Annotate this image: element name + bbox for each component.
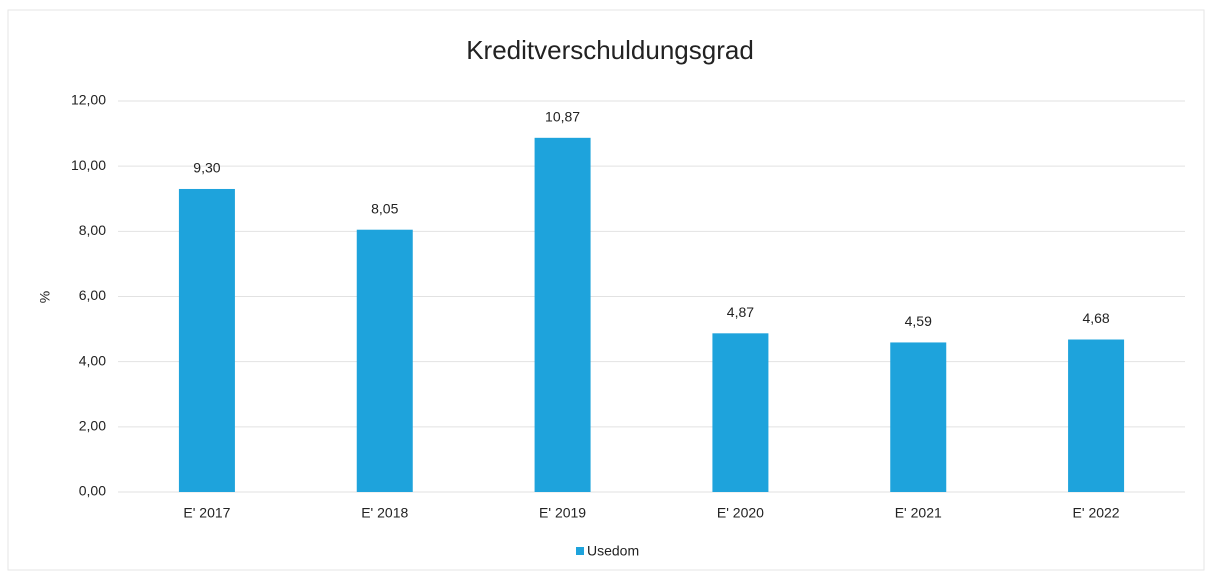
bar — [712, 333, 769, 492]
data-label: 4,68 — [1082, 310, 1109, 326]
x-tick-label: E' 2018 — [361, 505, 408, 521]
x-tick-label: E' 2020 — [717, 505, 764, 521]
bar — [890, 342, 947, 492]
bar — [356, 229, 413, 492]
x-tick-label: E' 2019 — [539, 505, 586, 521]
chart-title: Kreditverschuldungsgrad — [466, 35, 754, 65]
legend-swatch — [576, 547, 584, 555]
y-axis-label: % — [37, 291, 53, 303]
x-tick-label: E' 2022 — [1073, 505, 1120, 521]
bar — [178, 188, 235, 492]
y-tick-label: 0,00 — [79, 483, 106, 499]
data-label: 8,05 — [371, 200, 398, 216]
y-tick-label: 4,00 — [79, 352, 106, 368]
y-tick-label: 6,00 — [79, 287, 106, 303]
bar — [534, 137, 591, 493]
bar — [1068, 339, 1125, 492]
data-label: 4,87 — [727, 304, 754, 320]
x-tick-label: E' 2017 — [183, 505, 230, 521]
data-label: 10,87 — [545, 109, 580, 125]
y-tick-label: 8,00 — [79, 222, 106, 238]
legend-label: Usedom — [587, 543, 639, 559]
data-label: 9,30 — [193, 160, 220, 176]
data-label: 4,59 — [905, 313, 932, 329]
y-tick-label: 2,00 — [79, 418, 106, 434]
y-tick-label: 10,00 — [71, 157, 106, 173]
y-tick-label: 12,00 — [71, 92, 106, 108]
x-tick-label: E' 2021 — [895, 505, 942, 521]
